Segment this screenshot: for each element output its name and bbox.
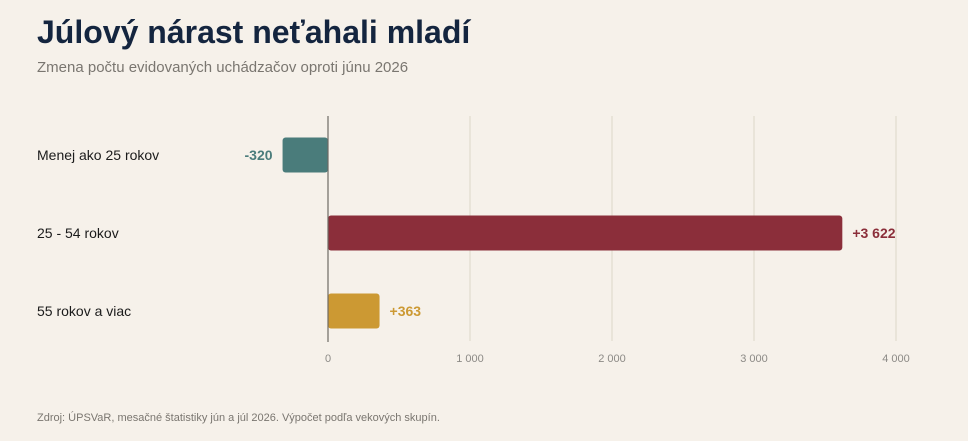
value-label: +3 622 <box>852 225 895 241</box>
category-label: Menej ako 25 rokov <box>37 147 159 163</box>
bar <box>328 293 380 329</box>
category-label: 25 - 54 rokov <box>37 225 119 241</box>
chart-subtitle: Zmena počtu evidovaných uchádzačov oprot… <box>37 59 409 76</box>
bars <box>282 137 843 329</box>
chart-title: Júlový nárast neťahali mladí <box>37 14 471 50</box>
x-tick-label: 2 000 <box>598 353 626 365</box>
x-axis: 0 1 000 2 000 3 000 4 000 <box>325 116 910 365</box>
bar <box>282 137 328 173</box>
x-tick-label: 3 000 <box>740 353 768 365</box>
x-tick-label: 1 000 <box>456 353 484 365</box>
source-note: Zdroj: ÚPSVaR, mesačné štatistiky jún a … <box>37 412 440 424</box>
labels: Menej ako 25 rokov -320 25 - 54 rokov +3 62… <box>37 147 896 319</box>
value-label: -320 <box>245 147 273 163</box>
x-tick-label: 0 <box>325 353 331 365</box>
value-label: +363 <box>390 303 422 319</box>
category-label: 55 rokov a viac <box>37 303 131 319</box>
x-tick-label: 4 000 <box>882 353 910 365</box>
bar <box>328 215 843 251</box>
